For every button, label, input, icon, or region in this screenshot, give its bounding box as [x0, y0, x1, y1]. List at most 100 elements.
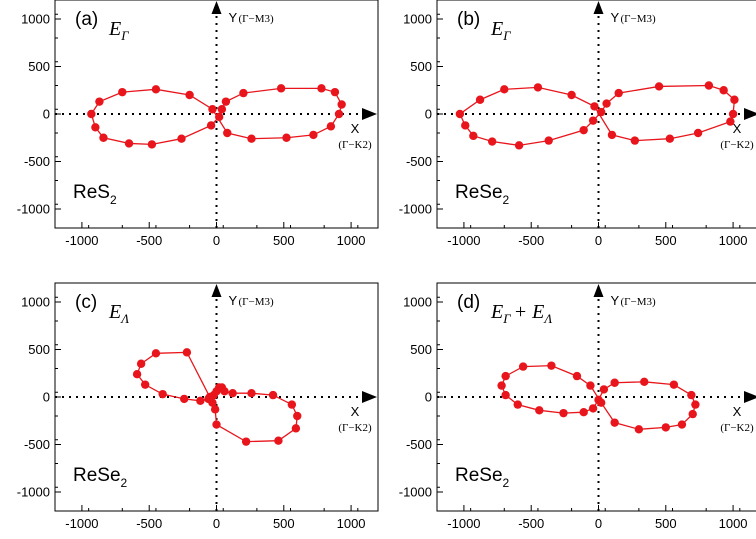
x-arrowhead: [362, 391, 377, 403]
x-tick-label: 500: [655, 516, 677, 531]
data-point: [205, 392, 214, 402]
material-subscript: 2: [121, 476, 128, 490]
energy-label: EΓ + EΛ: [490, 301, 552, 326]
data-point: [177, 134, 186, 143]
panel-c: -1000 -500 0 500 1000 -1000 -500 0 500 1000 Y (Γ−M3…: [17, 282, 379, 531]
data-point: [247, 134, 256, 143]
x-axis-name: X: [733, 121, 742, 136]
data-point: [614, 88, 623, 98]
x-tick-label: 1000: [719, 233, 748, 248]
data-point: [196, 396, 205, 405]
data-point: [547, 361, 556, 370]
data-point: [497, 381, 506, 390]
y-tick-label: 1000: [21, 295, 50, 310]
y-axis-name: Y: [611, 293, 620, 308]
x-tick-label: 0: [213, 233, 220, 248]
data-point: [241, 437, 251, 446]
x-tick-label: -500: [136, 233, 162, 248]
x-tick-label: -1000: [447, 233, 480, 248]
data-point: [217, 105, 227, 114]
x-axis-direction: (Γ−K2): [338, 422, 372, 434]
data-point: [634, 425, 644, 434]
data-point: [220, 387, 229, 396]
data-point: [326, 122, 336, 131]
material-name: ReSe: [73, 465, 121, 486]
panel-label: (b): [457, 9, 480, 30]
x-tick-label: -1000: [65, 233, 98, 248]
data-point: [208, 105, 217, 114]
data-point: [726, 117, 735, 126]
x-axis-direction: (Γ−K2): [720, 422, 754, 434]
x-tick-label: 0: [595, 516, 602, 531]
x-tick-label: -1000: [447, 516, 480, 531]
data-point: [118, 87, 127, 97]
y-tick-label: 1000: [403, 12, 432, 27]
x-tick-label: -1000: [65, 516, 98, 531]
data-point: [212, 420, 221, 429]
data-point: [151, 85, 161, 94]
data-point: [214, 112, 224, 122]
data-point: [640, 377, 649, 386]
panel-d: -1000 -500 0 500 1000 -1000 -500 0 500 1000 Y (Γ−M3…: [399, 282, 756, 531]
data-point: [677, 420, 687, 429]
data-point: [268, 390, 278, 400]
data-point: [147, 140, 157, 149]
x-tick-label: 500: [273, 516, 295, 531]
data-point: [487, 137, 497, 146]
series-line: [459, 84, 736, 147]
data-point: [704, 81, 714, 90]
data-point: [500, 85, 509, 94]
energy-symbol: E: [490, 301, 503, 323]
material-name: ReS: [73, 182, 110, 203]
energy-subscript: Λ: [119, 311, 129, 326]
data-point: [95, 97, 104, 106]
data-point: [590, 102, 599, 111]
data-point: [559, 408, 568, 418]
y-axis-name: Y: [229, 293, 238, 308]
material-name: ReSe: [455, 182, 503, 203]
data-point: [158, 389, 167, 399]
y-arrowhead: [593, 284, 604, 297]
material-subscript: 2: [503, 193, 510, 207]
x-tick-label: 500: [273, 233, 295, 248]
energy-label: EΛ: [108, 301, 129, 326]
x-tick-label: 0: [595, 233, 602, 248]
data-point: [475, 95, 485, 104]
y-tick-label: -1000: [399, 485, 432, 500]
x-tick-label: 1000: [337, 233, 366, 248]
data-point: [330, 87, 340, 97]
data-point: [588, 116, 598, 125]
data-point: [533, 83, 543, 92]
y-tick-label: 1000: [21, 12, 50, 27]
x-axis-name: X: [733, 404, 742, 419]
data-point: [513, 400, 522, 409]
data-point: [221, 97, 231, 106]
data-point: [693, 128, 703, 138]
material-label: ReS2: [73, 182, 117, 207]
energy-symbol: E: [108, 18, 121, 40]
x-tick-label: 1000: [719, 516, 748, 531]
data-point: [602, 99, 611, 108]
y-tick-label: 500: [28, 59, 50, 74]
panel-label: (a): [75, 9, 98, 30]
data-point: [287, 400, 297, 409]
data-point: [309, 130, 318, 140]
energy-symbol: E: [490, 18, 503, 40]
data-point: [136, 359, 146, 368]
data-point: [180, 394, 189, 404]
energy-extra-subscript: Λ: [542, 311, 552, 326]
data-point: [661, 423, 670, 432]
data-point: [596, 107, 606, 117]
data-point: [691, 400, 700, 409]
data-point: [610, 378, 619, 387]
data-point: [461, 121, 470, 130]
data-point: [228, 389, 237, 398]
data-point: [87, 109, 96, 119]
material-label: ReSe2: [455, 182, 510, 207]
y-tick-label: -1000: [399, 202, 432, 217]
y-tick-label: -500: [24, 437, 50, 452]
y-tick-label: 500: [28, 342, 50, 357]
y-arrowhead: [593, 1, 604, 14]
data-point: [607, 130, 617, 140]
